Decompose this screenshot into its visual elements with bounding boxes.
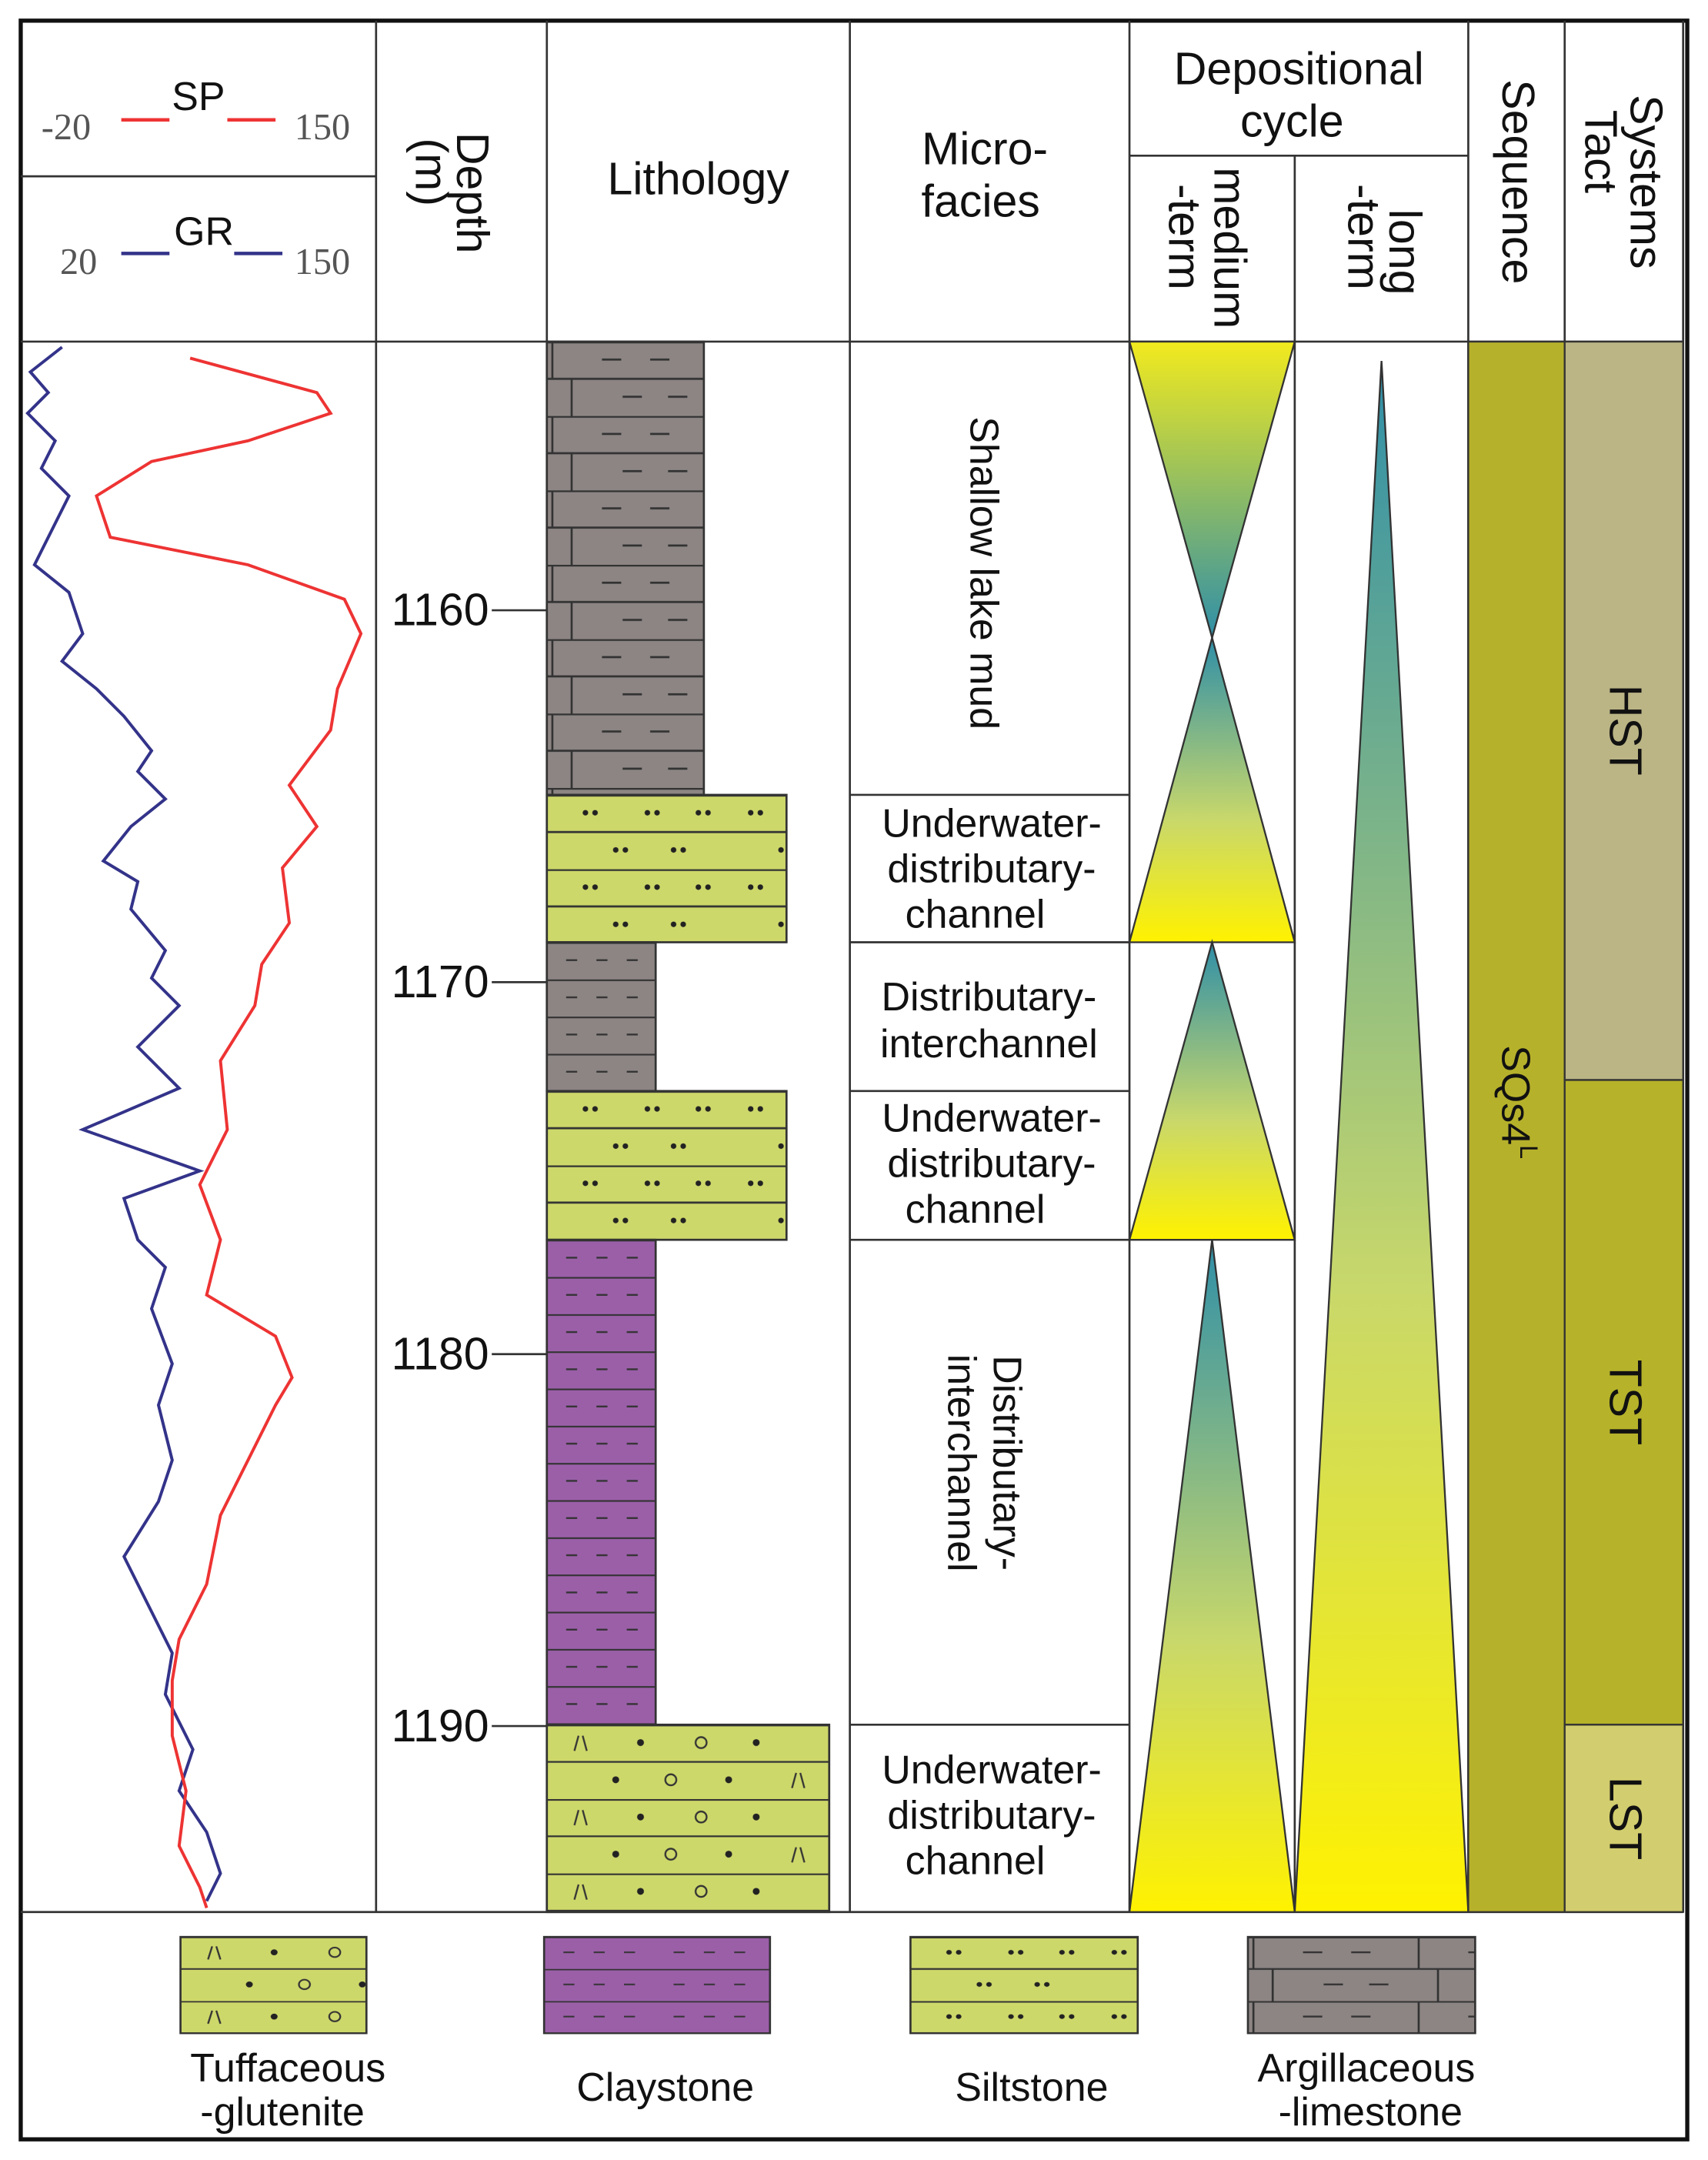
sp-curve [95, 356, 363, 1909]
gr-max: 150 [295, 242, 351, 282]
microfacies-label: channel [906, 1839, 1046, 1884]
sp-label: SP [172, 75, 225, 119]
legend-swatch [909, 1935, 1139, 2035]
depth-tick: 1170 [392, 956, 489, 1007]
legend-swatch [1246, 1935, 1476, 2035]
microfacies-label: interchannel [880, 1022, 1098, 1067]
sequence-label: SQs4L [1493, 1045, 1543, 1159]
legend-swatch [542, 1935, 772, 2035]
legend-label: Tuffaceous [190, 2046, 385, 2091]
gr-header: GR 20 150 [60, 210, 350, 283]
claystone [545, 1238, 657, 1726]
claystone [545, 941, 657, 1093]
systems-tract-label: HST [1600, 685, 1651, 776]
regressive-triangle [1128, 340, 1296, 642]
depth-unit: (m) [405, 138, 456, 206]
microfacies-label: channel [906, 893, 1046, 937]
tuffaceous-glutenite [545, 1723, 831, 1914]
medium-term-cycles [1128, 340, 1469, 1913]
gr-label: GR [174, 210, 234, 255]
depositional-cycle-title: Depositional [1174, 44, 1424, 95]
depth-title: Depth [447, 132, 498, 254]
sp-min: -20 [42, 107, 91, 148]
microfacies-label: Underwater- [882, 1748, 1102, 1792]
gr-curve [25, 346, 222, 1902]
hst-band [1563, 340, 1684, 1081]
lithology-column [545, 340, 831, 1914]
lst-band [1563, 1724, 1684, 1913]
long-term-title: long [1379, 209, 1430, 295]
legend-label: -glutenite [200, 2090, 365, 2135]
systems-tract-title: Tact [1575, 110, 1626, 193]
microfacies-label: distributary- [887, 1142, 1096, 1187]
microfacies-label: Distributary- [985, 1355, 1029, 1571]
legend-label: Siltstone [955, 2065, 1108, 2110]
microfacies-label: Shallow lake mud [961, 416, 1006, 729]
depth-scale: 1160 1170 1180 1190 [392, 585, 547, 1751]
sequence-name: SQs4 [1493, 1045, 1537, 1145]
microfacies-label: Distributary- [882, 975, 1097, 1020]
depth-tick: 1190 [392, 1701, 489, 1751]
depth-tick: 1180 [392, 1328, 489, 1379]
sequence-superscript: L [1515, 1145, 1543, 1159]
medium-term-title: -term [1159, 184, 1210, 290]
siltstone [545, 793, 788, 943]
systems-tract-title: Systems [1620, 95, 1671, 269]
legend-label: Argillaceous [1258, 2046, 1476, 2091]
microfacies-label: interchannel [939, 1354, 984, 1572]
sequence-band [1467, 340, 1566, 1913]
sp-max: 150 [295, 107, 351, 148]
sequence-title: Sequence [1493, 79, 1543, 284]
depth-tick: 1160 [392, 585, 489, 636]
medium-term-title: medium [1205, 167, 1256, 329]
systems-tract-label: LST [1600, 1777, 1651, 1860]
systems-tract-label: TST [1600, 1360, 1651, 1446]
long-term-title: -term [1338, 184, 1389, 290]
microfacies-label: distributary- [887, 1793, 1096, 1838]
long-term-triangle [1293, 360, 1469, 1913]
microfacies-title: facies [922, 175, 1040, 226]
legend: Tuffaceous -glutenite Claystone Siltston… [179, 1935, 1476, 2135]
microfacies-label: Underwater- [882, 1097, 1102, 1141]
microfacies-title: Micro- [922, 123, 1048, 174]
tst-band [1563, 1079, 1684, 1726]
microfacies-label: channel [906, 1187, 1046, 1232]
legend-label: Claystone [576, 2065, 754, 2110]
microfacies-label: distributary- [887, 847, 1096, 892]
lithology-title: Lithology [607, 154, 789, 205]
sp-header: SP -20 150 [42, 75, 350, 148]
legend-label: -limestone [1279, 2090, 1463, 2135]
siltstone [545, 1090, 788, 1241]
transgressive-triangle [1128, 1240, 1296, 1913]
legend-swatch [179, 1935, 368, 2035]
gr-min: 20 [60, 242, 97, 282]
microfacies-label: Underwater- [882, 802, 1102, 846]
argillaceous-limestone [545, 340, 706, 796]
depositional-cycle-title: cycle [1240, 96, 1344, 147]
